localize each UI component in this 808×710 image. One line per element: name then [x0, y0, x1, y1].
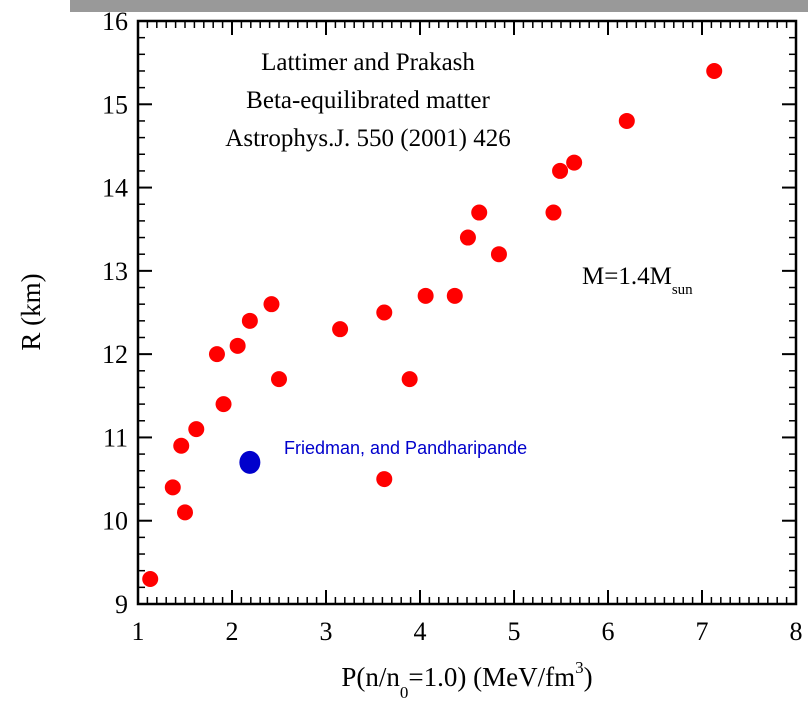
- data-point-red: [417, 287, 434, 304]
- y-tick-label: 10: [102, 507, 128, 536]
- data-point-red: [215, 396, 232, 413]
- data-point-red: [271, 371, 287, 388]
- mass-annotation-main: M=1.4M: [582, 263, 672, 290]
- y-tick-labels: 9 10 11 12 13 14 15 16: [102, 7, 128, 619]
- x-axis-title-sub: 0: [400, 683, 409, 702]
- y-axis-title: R (km): [16, 273, 46, 350]
- y-tick-label: 16: [102, 7, 128, 36]
- data-point-red: [142, 571, 159, 588]
- y-tick-label: 12: [102, 340, 128, 369]
- x-axis-title-mid: =1.0) (MeV/fm: [408, 662, 575, 692]
- top-gray-bar: [70, 0, 808, 12]
- x-tick-label: 8: [790, 617, 803, 646]
- data-point-red: [401, 371, 418, 388]
- data-points: [142, 62, 723, 588]
- series-label-friedman: Friedman, and Pandharipande: [284, 438, 527, 458]
- x-tick-label: 2: [226, 617, 239, 646]
- x-tick-labels: 1 2 3 4 5 6 7 8: [132, 617, 803, 646]
- data-point-red: [188, 421, 205, 438]
- data-point-red: [490, 246, 507, 263]
- y-tick-label: 11: [103, 423, 128, 452]
- plot-frame: [136, 19, 798, 606]
- annotation-line-1: Lattimer and Prakash: [261, 49, 475, 76]
- x-tick-label: 5: [508, 617, 521, 646]
- data-point-red: [552, 162, 569, 179]
- data-point-red: [706, 62, 723, 79]
- data-point-red: [164, 479, 181, 496]
- y-tick-label: 13: [102, 257, 128, 286]
- data-point-red: [263, 296, 280, 313]
- y-tick-label: 15: [102, 90, 128, 119]
- data-point-red: [173, 437, 190, 454]
- x-axis-title-end: ): [584, 662, 593, 692]
- data-point-red: [376, 471, 393, 488]
- data-point-red: [208, 346, 225, 363]
- x-tick-label: 1: [132, 617, 145, 646]
- data-point-red: [459, 229, 476, 246]
- y-tick-label: 9: [115, 590, 128, 619]
- data-point-red: [471, 204, 488, 221]
- x-axis-title-main: P(n/n: [341, 662, 400, 692]
- x-tick-label: 3: [320, 617, 333, 646]
- x-axis-title: P(n/n0=1.0) (MeV/fm3): [341, 658, 592, 702]
- data-point-red: [618, 112, 635, 129]
- data-point-blue: [239, 450, 261, 474]
- x-tick-label: 4: [414, 617, 427, 646]
- annotation-line-2: Beta-equilibrated matter: [246, 87, 490, 114]
- mass-annotation: M=1.4Msun: [582, 263, 693, 298]
- data-point-red: [446, 287, 463, 304]
- source-annotation: Lattimer and Prakash Beta-equilibrated m…: [225, 49, 510, 152]
- data-point-red: [177, 504, 193, 521]
- data-point-red: [566, 154, 583, 171]
- y-tick-label: 14: [102, 174, 128, 203]
- mass-annotation-sub: sun: [672, 282, 693, 298]
- x-tick-label: 6: [602, 617, 615, 646]
- data-point-red: [376, 304, 393, 321]
- data-point-red: [332, 321, 349, 338]
- annotation-line-3: Astrophys.J. 550 (2001) 426: [225, 125, 510, 152]
- x-tick-label: 7: [696, 617, 709, 646]
- data-point-red: [545, 204, 562, 221]
- x-axis-title-sup: 3: [575, 658, 584, 677]
- data-point-red: [229, 337, 246, 354]
- data-point-red: [241, 312, 258, 329]
